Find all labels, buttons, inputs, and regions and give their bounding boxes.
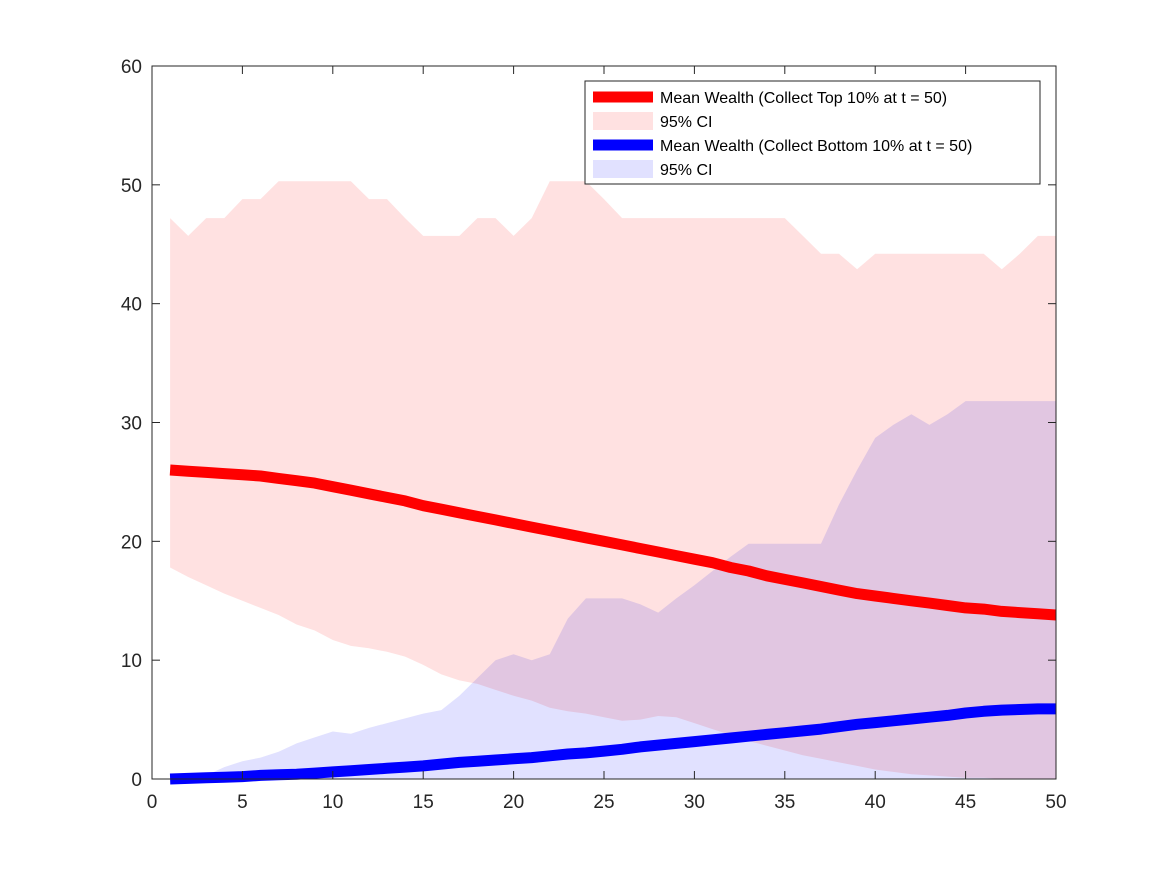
legend-label: Mean Wealth (Collect Top 10% at t = 50) — [660, 90, 947, 107]
legend-label: Mean Wealth (Collect Bottom 10% at t = 5… — [660, 138, 972, 155]
x-tick-label: 10 — [322, 792, 343, 813]
x-tick-label: 45 — [955, 792, 976, 813]
y-tick-label: 60 — [121, 57, 142, 78]
x-tick-label: 5 — [237, 792, 248, 813]
x-tick-label: 0 — [147, 792, 158, 813]
y-tick-label: 20 — [121, 532, 142, 553]
x-tick-label: 50 — [1045, 792, 1066, 813]
ci-bands — [170, 181, 1057, 780]
axis-ticks: 0 5 10 15 20 25 30 35 40 45 50 0 10 20 30 40 50 60 — [121, 57, 1067, 813]
x-tick-label: 35 — [774, 792, 795, 813]
x-tick-label: 20 — [503, 792, 524, 813]
x-tick-label: 15 — [413, 792, 434, 813]
mean-line-2 — [169, 703, 1056, 785]
x-tick-label: 25 — [593, 792, 614, 813]
y-tick-label: 50 — [121, 176, 142, 197]
legend-band-swatch — [593, 160, 653, 178]
y-tick-label: 0 — [131, 770, 142, 791]
y-tick-label: 30 — [121, 414, 142, 435]
x-tick-label: 40 — [865, 792, 886, 813]
legend-box — [584, 80, 1041, 185]
legend: Mean Wealth (Collect Top 10% at t = 50) 9… — [584, 80, 1041, 185]
mean-lines — [169, 464, 1057, 785]
legend-label: 95% CI — [660, 162, 712, 179]
y-tick-label: 10 — [121, 651, 142, 672]
mean-line-1 — [169, 464, 1057, 621]
ci-band-2 — [170, 401, 1057, 779]
y-tick-label: 40 — [121, 295, 142, 316]
legend-band-swatch — [593, 112, 653, 130]
legend-label: 95% CI — [660, 114, 712, 131]
x-tick-label: 30 — [684, 792, 705, 813]
